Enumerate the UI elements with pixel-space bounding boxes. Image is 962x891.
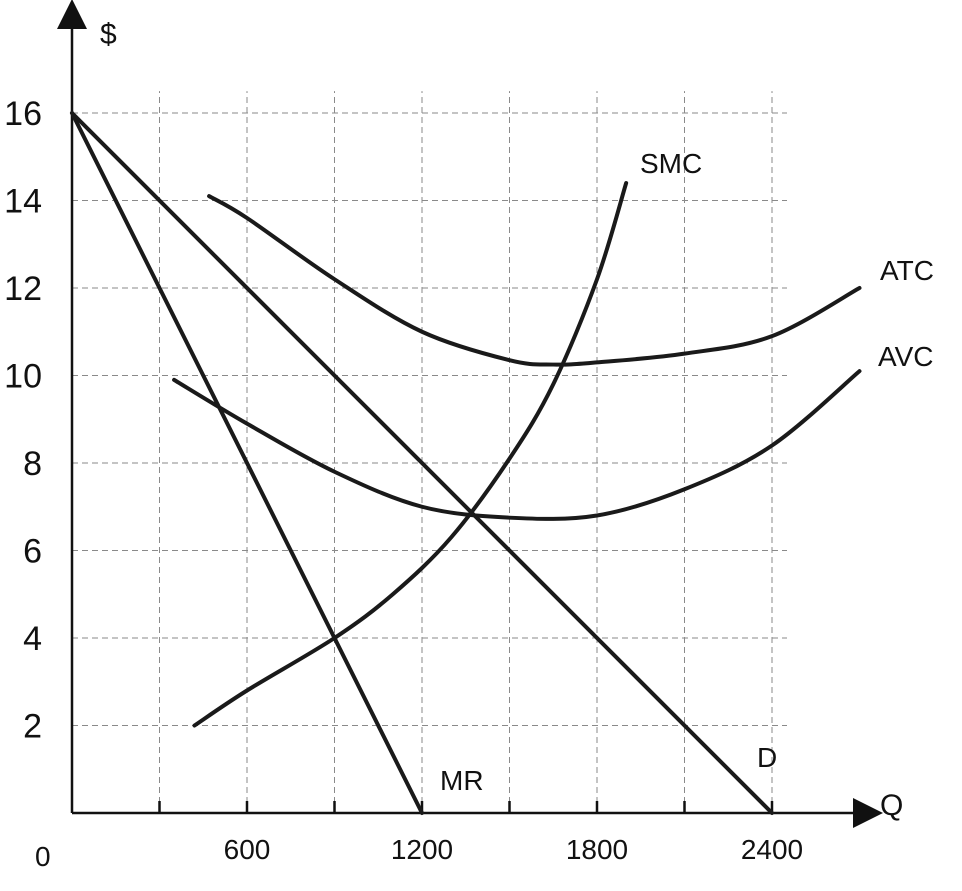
y-tick-label: 16 <box>4 95 42 133</box>
series-label-d: D <box>757 742 777 773</box>
series-label-atc: ATC <box>880 255 934 286</box>
x-tick-label: 1800 <box>566 834 628 865</box>
grid-lines <box>72 91 787 813</box>
series-curve-avc <box>172 369 862 521</box>
axis-ticks <box>158 801 774 813</box>
x-tick-label: 2400 <box>741 834 803 865</box>
y-tick-labels: 2 4 6 8 10 12 14 16 <box>4 95 42 746</box>
origin-label: 0 <box>35 841 51 872</box>
y-axis-title: $ <box>100 18 117 51</box>
series-curve-mr <box>70 111 424 815</box>
series-curve-atc <box>207 194 862 367</box>
y-tick-label: 4 <box>23 620 42 658</box>
y-tick-label: 8 <box>23 445 42 483</box>
x-tick-label: 1200 <box>391 834 453 865</box>
x-axis-title: Q <box>880 789 903 822</box>
y-tick-label: 6 <box>23 533 42 571</box>
series-label-smc: SMC <box>640 148 702 179</box>
x-tick-label: 600 <box>224 834 271 865</box>
y-tick-label: 14 <box>4 183 42 221</box>
curves <box>70 111 862 815</box>
y-tick-label: 2 <box>23 708 42 746</box>
series-label-avc: AVC <box>878 341 934 372</box>
x-tick-labels: 600 1200 1800 2400 <box>224 834 804 865</box>
series-curve-d <box>70 111 774 815</box>
series-curve-smc <box>192 181 629 728</box>
y-tick-label: 12 <box>4 270 42 308</box>
series-label-mr: MR <box>440 765 484 796</box>
y-tick-label: 10 <box>4 358 42 396</box>
